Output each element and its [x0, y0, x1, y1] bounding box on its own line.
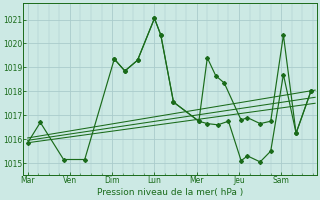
X-axis label: Pression niveau de la mer( hPa ): Pression niveau de la mer( hPa ) [97, 188, 244, 197]
